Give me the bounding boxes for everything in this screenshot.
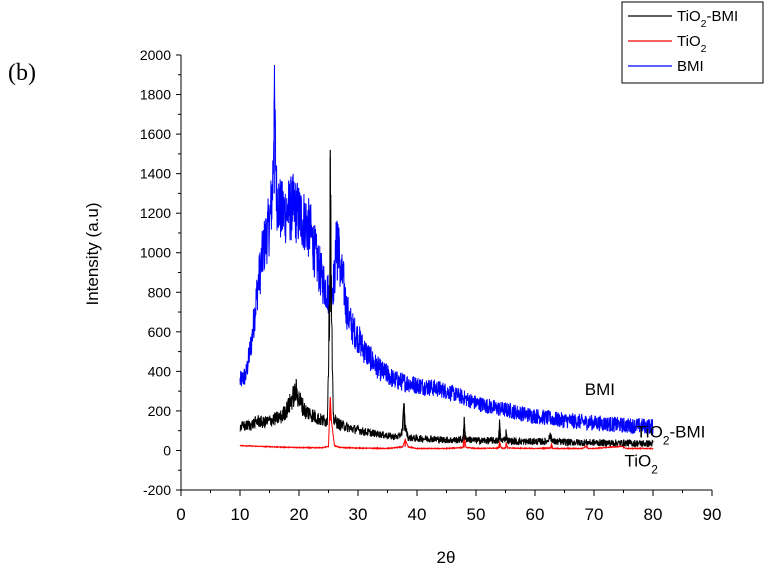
x-tick-label-9: 90 xyxy=(703,505,722,524)
y-tick-label-11: 2000 xyxy=(140,47,171,63)
y-tick-label-0: -200 xyxy=(143,482,171,498)
legend-label-2: BMI xyxy=(677,58,704,75)
legend-label-0: TiO2-BMI xyxy=(677,8,738,30)
x-axis-title: 2θ xyxy=(437,548,456,567)
y-tick-label-4: 600 xyxy=(148,324,172,340)
panel-label: (b) xyxy=(8,60,36,86)
y-tick-label-9: 1600 xyxy=(140,126,171,142)
x-tick-label-1: 10 xyxy=(231,505,250,524)
annotation-2: TiO2 xyxy=(625,451,659,476)
x-tick-label-6: 60 xyxy=(526,505,545,524)
legend: TiO2-BMI TiO2 BMI xyxy=(621,1,764,84)
x-tick-label-3: 30 xyxy=(349,505,368,524)
series-line-0 xyxy=(239,157,654,448)
x-tick-label-8: 80 xyxy=(644,505,663,524)
series-line-2 xyxy=(239,64,654,435)
x-tick-label-0: 0 xyxy=(176,505,185,524)
annotation-1: TiO2-BMI xyxy=(636,423,705,448)
annotation-0: BMI xyxy=(585,380,615,399)
y-tick-label-7: 1200 xyxy=(140,205,171,221)
x-tick-label-2: 20 xyxy=(290,505,309,524)
annotations: BMI TiO2-BMI TiO2 xyxy=(585,380,706,476)
x-tick-label-5: 50 xyxy=(467,505,486,524)
y-tick-label-6: 1000 xyxy=(140,245,171,261)
y-tick-label-10: 1800 xyxy=(140,87,171,103)
series-line-1 xyxy=(239,398,654,451)
y-tick-label-5: 800 xyxy=(148,284,172,300)
y-axis-title: Intensity (a.u) xyxy=(83,203,102,306)
plot-area xyxy=(239,64,654,451)
y-tick-label-8: 1400 xyxy=(140,166,171,182)
y-tick-label-1: 0 xyxy=(163,442,171,458)
y-tick-label-2: 200 xyxy=(148,403,172,419)
axes: -200020040060080010001200140016001800200… xyxy=(140,47,722,524)
x-tick-label-7: 70 xyxy=(585,505,604,524)
legend-label-1: TiO2 xyxy=(677,33,707,55)
x-tick-label-4: 40 xyxy=(408,505,427,524)
y-tick-label-3: 400 xyxy=(148,363,172,379)
